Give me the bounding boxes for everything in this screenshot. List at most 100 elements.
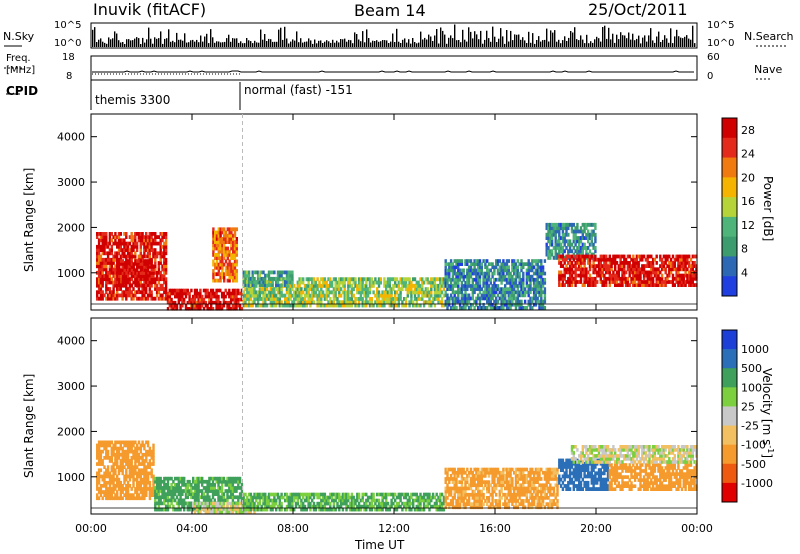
heatmap-cell [244,300,247,305]
freq-top-tick: 18 [62,52,75,63]
heatmap-cell [101,484,104,488]
heatmap-cell [484,306,487,310]
heatmap-cell [619,257,622,262]
nsky-bar [182,40,184,47]
heatmap-cell [141,456,144,460]
heatmap-cell [482,277,485,282]
nsky-bar [98,39,100,47]
nsky-bar [636,38,638,47]
heatmap-cell [509,299,512,304]
heatmap-cell [106,496,110,501]
heatmap-cell [123,248,126,252]
heatmap-cell [145,277,148,282]
heatmap-cell [126,290,130,295]
heatmap-cell [612,276,615,281]
heatmap-cell [509,287,512,291]
heatmap-cell [184,288,188,293]
heatmap-cell [121,265,125,269]
heatmap-cell [103,277,106,282]
heatmap-cell [119,293,122,298]
heatmap-cell [475,277,478,282]
heatmap-cell [439,290,442,295]
heatmap-cell [251,283,254,288]
heatmap-cell [646,254,649,259]
heatmap-cell [480,296,483,301]
heatmap-cell [365,297,368,301]
heatmap-cell [276,504,280,509]
heatmap-cell [610,267,613,272]
heatmap-cell [565,239,568,244]
heatmap-cell [561,226,565,231]
heatmap-cell [128,268,132,272]
heatmap-cell [150,270,153,275]
heatmap-cell [130,271,134,275]
heatmap-cell [276,300,280,305]
heatmap-cell [141,296,144,301]
heatmap-cell [669,267,673,272]
heatmap-cell [132,267,135,272]
heatmap-cell [377,290,381,295]
heatmap-cell [489,296,492,301]
heatmap-cell [170,297,173,302]
heatmap-cell [125,262,128,266]
heatmap-cell [179,507,182,512]
heatmap-cell [284,293,287,298]
heatmap-cell [159,498,162,503]
heatmap-cell [132,254,135,259]
heatmap-cell [237,288,240,293]
heatmap-cell [256,280,260,285]
heatmap-cell [343,280,346,285]
heatmap-cell [536,265,539,270]
heatmap-cell [137,290,141,295]
nsky-bar [118,40,120,47]
heatmap-cell [121,274,124,278]
heatmap-cell [285,283,289,288]
heatmap-cell [128,471,132,476]
heatmap-cell [157,486,161,490]
heatmap-cell [150,471,153,476]
heatmap-cell [152,477,155,482]
nsky-bar [626,38,628,47]
heatmap-cell [498,290,501,295]
nsky-bar [224,41,226,47]
heatmap-cell [233,253,237,257]
heatmap-cell [132,493,135,497]
heatmap-cell [574,264,577,268]
heatmap-cell [229,504,233,508]
heatmap-cell [386,290,390,295]
heatmap-cell [513,281,516,285]
heatmap-cell [502,271,505,276]
heatmap-cell [226,240,229,244]
heatmap-cell [365,283,368,288]
heatmap-cell [581,242,584,247]
nsky-bar [246,38,248,47]
heatmap-cell [496,284,500,288]
heatmap-cell [152,449,155,454]
heatmap-cell [516,284,519,288]
heatmap-cell [217,486,220,490]
heatmap-cell [467,299,471,304]
heatmap-cell [348,300,352,305]
heatmap-cell [596,264,599,268]
heatmap-cell [662,254,666,259]
heatmap-cell [211,307,215,311]
heatmap-cell [237,501,240,506]
heatmap-cell [206,498,209,503]
heatmap-cell [403,297,406,301]
heatmap-cell [206,492,209,496]
heatmap-cell [139,264,142,269]
heatmap-cell [458,271,462,276]
nsky-bar [544,39,546,47]
heatmap-cell [549,242,552,247]
heatmap-cell [123,449,126,454]
heatmap-cell [217,501,220,506]
heatmap-cell [332,303,336,308]
heatmap-cell [596,273,599,278]
heatmap-cell [296,495,299,500]
heatmap-cell [105,274,108,278]
heatmap-cell [97,446,101,451]
heatmap-cell [599,273,602,278]
heatmap-cell [145,283,148,288]
heatmap-cell [222,300,226,305]
heatmap-cell [275,300,278,305]
